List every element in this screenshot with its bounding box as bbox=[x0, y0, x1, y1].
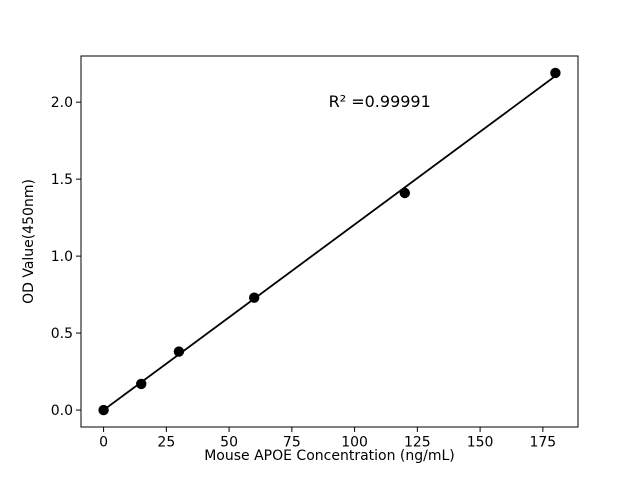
data-point bbox=[136, 378, 147, 390]
data-point bbox=[550, 67, 561, 79]
x-tick-label: 50 bbox=[220, 435, 238, 451]
y-tick-label: 2.0 bbox=[51, 95, 73, 111]
x-tick-label: 125 bbox=[404, 435, 431, 451]
data-point bbox=[399, 187, 411, 199]
x-tick-label: 100 bbox=[341, 435, 368, 451]
r-squared-annotation: R² =0.99991 bbox=[329, 92, 431, 111]
data-point bbox=[248, 292, 260, 303]
y-tick-label: 1.0 bbox=[51, 249, 73, 265]
y-tick-label: 0.0 bbox=[51, 403, 73, 419]
x-tick-label: 150 bbox=[467, 435, 494, 451]
y-axis-label: OD Value(450nm) bbox=[21, 179, 37, 304]
x-tick-label: 0 bbox=[99, 435, 108, 451]
y-tick-label: 0.5 bbox=[51, 326, 73, 342]
y-tick-label: 1.5 bbox=[51, 172, 73, 188]
x-tick-label: 25 bbox=[157, 435, 175, 451]
x-tick-label: 175 bbox=[529, 435, 556, 451]
plot-border bbox=[80, 55, 579, 428]
x-axis-label: Mouse APOE Concentration (ng/mL) bbox=[204, 448, 455, 464]
data-point bbox=[98, 404, 109, 416]
x-tick-label: 75 bbox=[283, 435, 301, 451]
data-point bbox=[173, 346, 185, 357]
